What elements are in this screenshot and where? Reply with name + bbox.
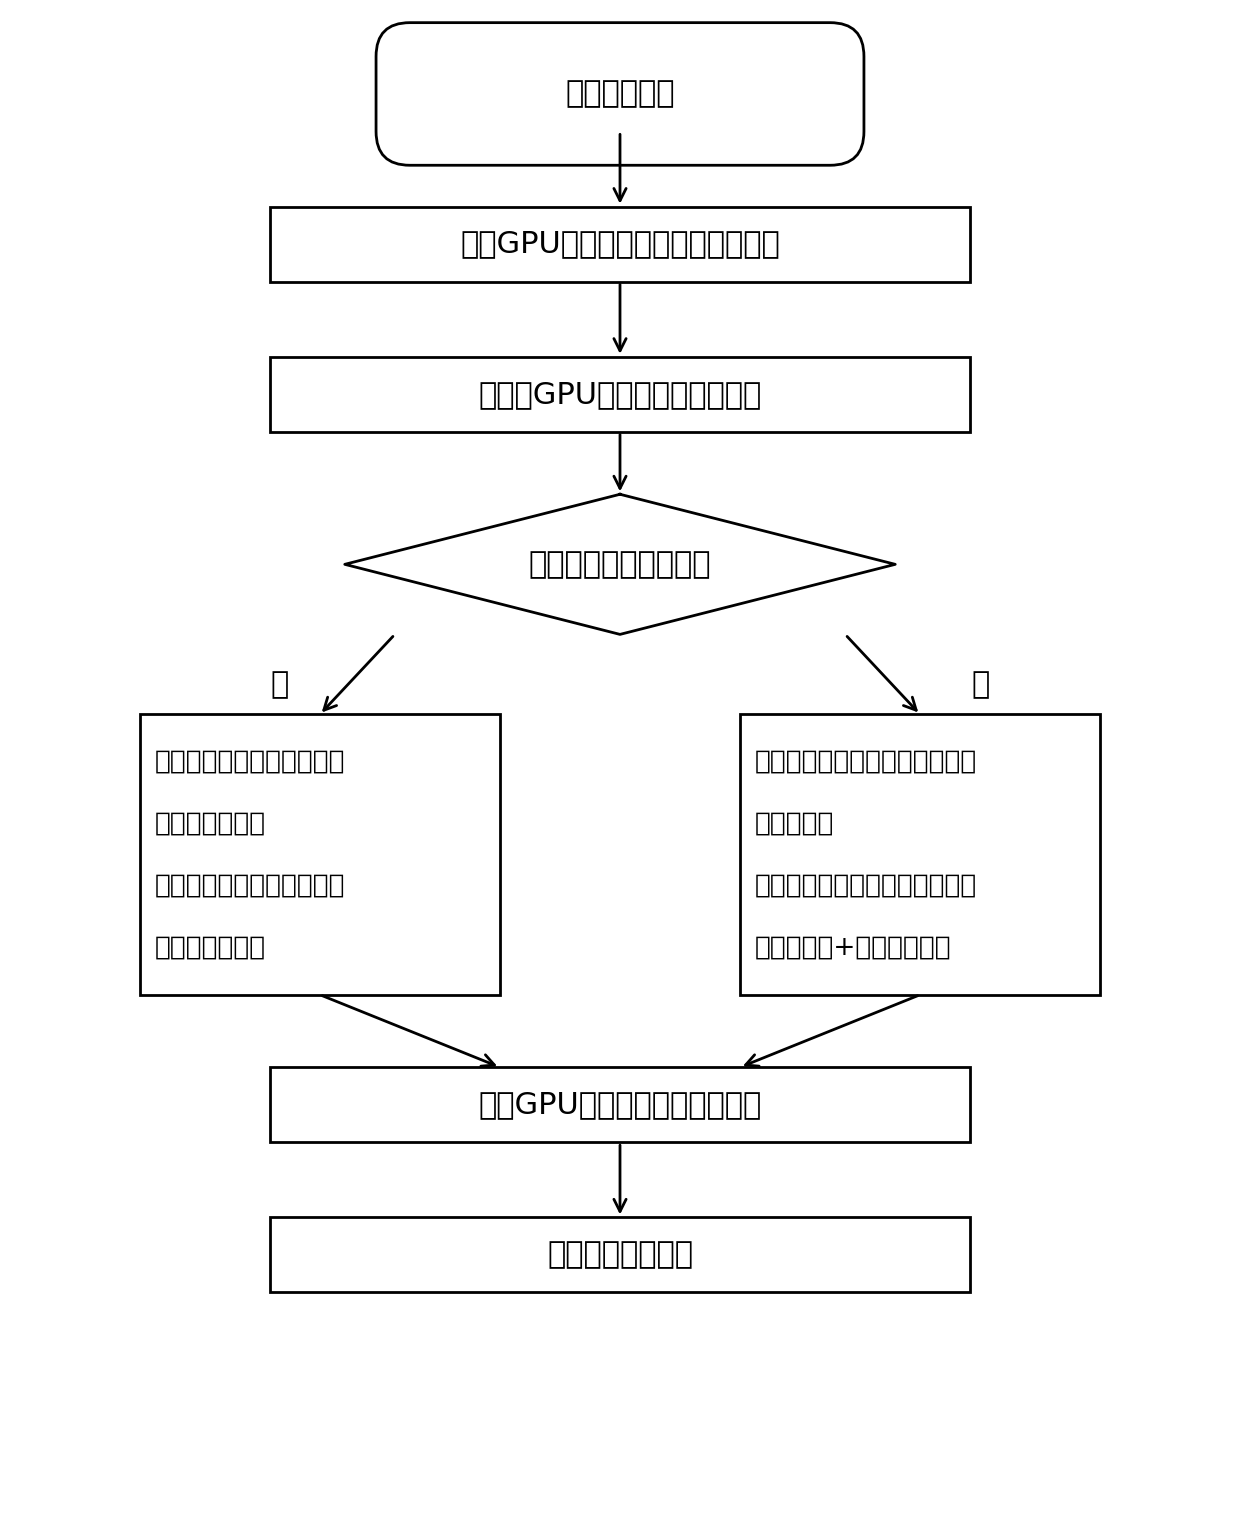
Text: 光子输运：基于蒙特卡罗方法模: 光子输运：基于蒙特卡罗方法模 <box>755 748 977 774</box>
Text: 采集初始数据: 采集初始数据 <box>565 80 675 109</box>
Bar <box>270 356 970 431</box>
Text: 初始化GPU上各批次的模拟任务: 初始化GPU上各批次的模拟任务 <box>479 379 761 408</box>
Text: 法模拟电子输运: 法模拟电子输运 <box>155 934 265 962</box>
Bar <box>740 714 1100 995</box>
Text: 拟光子输运: 拟光子输运 <box>755 810 835 836</box>
Text: 光子输运：基于蒙特卡罗方: 光子输运：基于蒙特卡罗方 <box>155 748 345 774</box>
FancyBboxPatch shape <box>376 23 864 165</box>
Text: 否: 否 <box>270 670 289 699</box>
Bar <box>270 1067 970 1142</box>
Text: 基于GPU快速原子加法统计剂量: 基于GPU快速原子加法统计剂量 <box>479 1090 761 1119</box>
Text: 是: 是 <box>971 670 990 699</box>
Text: 每个任务在磁场区域内: 每个任务在磁场区域内 <box>528 550 712 579</box>
Text: 确定GPU最优线程数与输运任务批次: 确定GPU最优线程数与输运任务批次 <box>460 229 780 258</box>
Text: 拟电子输运+运动方向修正: 拟电子输运+运动方向修正 <box>755 934 952 962</box>
Bar <box>270 1217 970 1292</box>
Text: 法模拟光子输运: 法模拟光子输运 <box>155 810 265 836</box>
Text: 归一化总剂量结果: 归一化总剂量结果 <box>547 1240 693 1269</box>
Text: 电子输运：基于蒙特卡罗方法模: 电子输运：基于蒙特卡罗方法模 <box>755 873 977 899</box>
Polygon shape <box>345 494 895 635</box>
Bar <box>140 714 500 995</box>
Text: 电子输运：基于蒙特卡罗方: 电子输运：基于蒙特卡罗方 <box>155 873 345 899</box>
Bar <box>270 206 970 281</box>
